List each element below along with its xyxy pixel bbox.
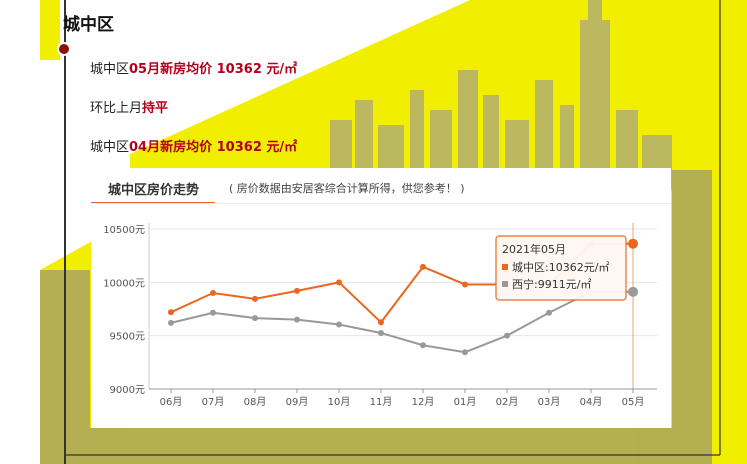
x-tick-label: 04月 — [580, 396, 603, 408]
data-point — [210, 290, 216, 296]
district-title: 城中区 — [63, 15, 114, 35]
x-tick-label: 10月 — [328, 396, 351, 408]
tooltip-title: 2021年05月 — [502, 242, 566, 256]
x-tick-label: 07月 — [202, 396, 225, 408]
data-point — [378, 319, 384, 326]
x-tick-label: 08月 — [244, 396, 267, 408]
y-tick-label: 10000元 — [103, 278, 145, 289]
tooltip-swatch — [502, 281, 508, 287]
price-line-previous: 城中区04月新房均价 10362 元/㎡ — [90, 136, 297, 155]
x-tick-label: 01月 — [454, 396, 477, 408]
data-point — [294, 316, 300, 323]
card-separator — [91, 203, 671, 204]
price-trend-card: 城中区房价走势 ( 房价数据由安居客综合计算所得，供您参考！ ) 10500元 1… — [91, 168, 671, 428]
x-tick-label: 11月 — [370, 396, 393, 408]
tooltip-entry: 城中区:10362元/㎡ — [512, 261, 609, 274]
data-point — [294, 287, 300, 294]
data-point — [546, 309, 552, 316]
series-line-1 — [170, 290, 633, 354]
month-change-prefix: 环比上月 — [90, 101, 143, 116]
y-tick-label: 9000元 — [110, 385, 145, 396]
price-line-current: 城中区05月新房均价 10362 元/㎡ — [90, 58, 297, 77]
chart-tooltip — [495, 235, 627, 301]
tooltip-swatch — [502, 264, 508, 270]
data-point — [210, 309, 216, 316]
x-tick-label: 12月 — [412, 396, 435, 408]
timeline-line — [64, 0, 66, 464]
month-change-value: 持平 — [142, 101, 169, 116]
tooltip-entry: 西宁:9911元/㎡ — [512, 277, 591, 291]
data-point — [336, 279, 342, 286]
price-line-current-value: 05月新房均价 10362 元/㎡ — [129, 62, 298, 77]
y-tick-label: 10500元 — [103, 225, 145, 236]
price-trend-chart[interactable]: 10500元 10000元 9500元 9000元 06月 07月 08月 09月 10月 11月… — [91, 168, 671, 428]
data-point — [378, 330, 384, 336]
x-tick-label: 06月 — [160, 396, 183, 408]
data-point — [462, 349, 468, 356]
x-tick-label: 05月 — [622, 396, 645, 408]
data-point — [420, 263, 426, 270]
data-point — [168, 319, 174, 326]
timeline-dot — [57, 42, 71, 56]
data-point — [504, 332, 510, 339]
x-tick-label: 02月 — [496, 396, 519, 408]
price-line-previous-prefix: 城中区 — [90, 140, 130, 155]
data-point — [252, 315, 258, 322]
card-note: ( 房价数据由安居客综合计算所得，供您参考！ ) — [229, 182, 465, 195]
data-point — [628, 286, 638, 297]
y-tick-label: 9500元 — [110, 332, 145, 343]
data-point — [628, 238, 638, 249]
data-point — [252, 295, 258, 302]
x-tick-label: 03月 — [538, 396, 561, 408]
data-point — [462, 281, 468, 288]
price-line-current-prefix: 城中区 — [90, 62, 130, 77]
card-title: 城中区房价走势 — [108, 183, 200, 198]
price-line-previous-value: 04月新房均价 10362 元/㎡ — [129, 140, 298, 155]
x-tick-label: 09月 — [286, 396, 309, 408]
data-point — [336, 321, 342, 328]
month-change-line: 环比上月持平 — [90, 97, 168, 116]
data-point — [168, 309, 174, 316]
data-point — [420, 342, 426, 349]
